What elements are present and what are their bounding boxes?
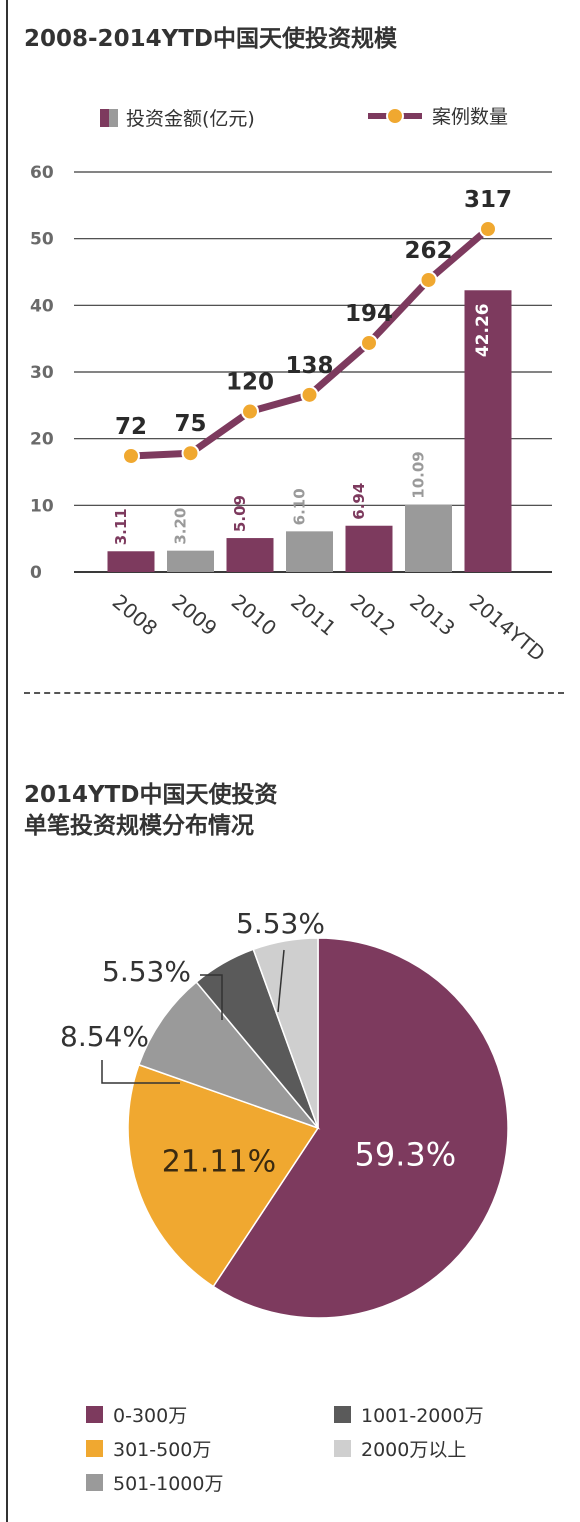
pie-legend-swatch: [86, 1406, 103, 1423]
case-count-marker: [122, 447, 140, 465]
bar-value-label: 5.09: [231, 495, 249, 532]
y-tick-label: 10: [30, 496, 54, 516]
pie-leader-line: [101, 1060, 180, 1084]
case-count-marker: [300, 385, 319, 404]
left-border-rule: [6, 0, 8, 1522]
chart2-title-line-2: 单笔投资规模分布情况: [24, 813, 254, 840]
pie-leader-line: [200, 974, 223, 1020]
pie-legend-label: 1001-2000万: [361, 1405, 484, 1427]
bar-2008: [107, 551, 155, 572]
y-tick-label: 20: [30, 430, 54, 450]
pie-legend-swatch: [334, 1440, 351, 1457]
pie-slice-2: [137, 980, 321, 1130]
pie-legend-label: 2000万以上: [361, 1439, 467, 1461]
pie-legend-item-2: 501-1000万: [86, 1469, 223, 1496]
y-tick-label: 40: [30, 296, 54, 316]
chart1-title: 2008-2014YTD中国天使投资规模: [24, 26, 398, 52]
pie-legend-swatch: [334, 1406, 351, 1423]
pie-slice-0: [212, 937, 509, 1319]
pie-legend-swatch: [86, 1474, 103, 1491]
bar-value-label: 6.10: [291, 488, 309, 525]
case-count-marker: [360, 333, 378, 352]
bar-value-label: 3.11: [112, 508, 130, 545]
pie-legend-swatch: [86, 1440, 103, 1457]
y-tick-label: 60: [30, 163, 54, 183]
case-count-label: 317: [464, 187, 512, 213]
bar-2010: [226, 538, 274, 572]
pie-slice-4: [252, 937, 319, 1129]
bar-value-label: 6.94: [350, 483, 368, 520]
case-count-marker: [181, 444, 200, 463]
bar-value-label: 42.26: [473, 303, 493, 357]
pie-legend-item-0: 0-300万: [86, 1401, 187, 1428]
pie-legend-label: 501-1000万: [113, 1473, 224, 1495]
pie-legend-label: 0-300万: [113, 1405, 188, 1427]
case-count-marker: [241, 402, 259, 421]
bar-2014YTD: [464, 290, 512, 572]
case-count-marker: [479, 220, 497, 238]
pie-legend-item-4: 2000万以上: [334, 1435, 466, 1462]
bar-2009: [167, 550, 214, 572]
bar-value-label: 3.20: [172, 508, 190, 545]
case-count-marker: [419, 270, 438, 289]
case-count-label: 138: [285, 353, 333, 379]
pie-leader-line: [277, 949, 285, 1013]
chart2-title-line-1: 2014YTD中国天使投资: [24, 782, 278, 808]
case-count-label: 120: [226, 370, 274, 396]
pie-legend-item-1: 301-500万: [86, 1435, 211, 1462]
bar-2012: [345, 525, 393, 572]
bar-2013: [405, 504, 452, 572]
pie-slice-label: 21.11%: [162, 1145, 276, 1180]
pie-slice-label: 8.54%: [60, 1020, 149, 1053]
y-tick-label: 0: [30, 563, 42, 583]
y-tick-label: 50: [30, 230, 54, 250]
bar-value-label: 10.09: [410, 451, 428, 498]
pie-legend-item-3: 1001-2000万: [334, 1401, 484, 1428]
section-divider: [24, 692, 564, 694]
pie-slice-label: 5.53%: [236, 907, 325, 940]
y-tick-label: 30: [30, 363, 54, 383]
legend-label-investment-amount: 投资金额(亿元): [126, 108, 255, 130]
legend-label-case-count: 案例数量: [432, 106, 509, 128]
legend-swatch-line: [368, 105, 422, 127]
case-count-label: 75: [174, 411, 206, 437]
pie-slice-label: 59.3%: [355, 1135, 457, 1173]
bar-2011: [286, 531, 333, 572]
legend-item-case-count: 案例数量: [368, 102, 508, 129]
bar-line-chart: 0 10 20 30 40 50 60 3.11 3.20 5.09 6.10 6.94 10.09 42…: [30, 163, 552, 666]
case-count-label: 262: [404, 238, 452, 264]
pie-slice-1: [127, 1063, 320, 1288]
chart2-title: 2014YTD中国天使投资 单笔投资规模分布情况: [24, 780, 277, 842]
legend-item-investment-amount: 投资金额(亿元): [100, 104, 255, 131]
case-count-label: 72: [115, 414, 147, 440]
legend-swatch-bar: [100, 108, 118, 127]
pie-legend-label: 301-500万: [113, 1439, 212, 1461]
case-count-label: 194: [345, 301, 393, 327]
pie-slice-label: 5.53%: [102, 955, 191, 988]
